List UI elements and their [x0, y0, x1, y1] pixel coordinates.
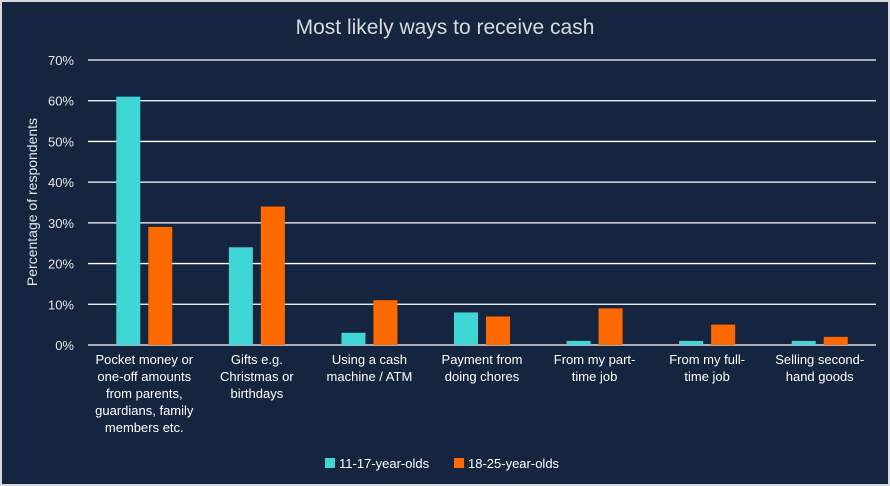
legend-label: 11-17-year-olds — [339, 456, 430, 471]
bar-series-1 — [566, 340, 591, 345]
y-tick-label: 30% — [48, 216, 74, 231]
y-axis-label: Percentage of respondents — [24, 118, 40, 286]
x-category-label: Payment from doing chores — [442, 352, 523, 384]
bar-series-1 — [116, 96, 141, 346]
bar-series-2 — [148, 226, 173, 345]
y-tick-label: 40% — [48, 175, 74, 190]
y-tick-label: 0% — [55, 338, 74, 353]
bar-series-2 — [486, 316, 510, 345]
y-tick-label: 50% — [48, 134, 74, 149]
x-category-label: From my part-time job — [554, 352, 636, 384]
y-tick-label: 60% — [48, 94, 74, 109]
y-tick-label: 70% — [48, 53, 74, 68]
bar-series-2 — [598, 308, 623, 345]
bar-series-2 — [711, 324, 736, 345]
bar-series-2 — [260, 206, 285, 345]
y-tick-label: 20% — [48, 257, 74, 272]
legend-label: 18-25-year-olds — [468, 456, 560, 471]
x-category-label: Pocket money or one-off amounts from paren… — [95, 352, 194, 435]
y-tick-label: 10% — [48, 297, 74, 312]
x-category-label: Using a cash machine / ATM — [327, 352, 413, 384]
legend-swatch — [325, 458, 335, 468]
legend-swatch — [454, 458, 464, 468]
bar-series-1 — [454, 312, 478, 345]
bar-series-1 — [679, 340, 704, 345]
bar-series-1 — [228, 247, 253, 345]
chart-title: Most likely ways to receive cash — [296, 16, 595, 39]
x-category-label: From my full-time job — [669, 352, 745, 384]
bar-series-2 — [373, 300, 398, 345]
x-category-label: Gifts e.g. Christmas or birthdays — [220, 352, 294, 401]
bar-series-1 — [791, 340, 816, 345]
bar-series-2 — [823, 336, 848, 345]
x-category-label: Selling second-hand goods — [775, 352, 864, 384]
bar-series-1 — [341, 332, 366, 345]
